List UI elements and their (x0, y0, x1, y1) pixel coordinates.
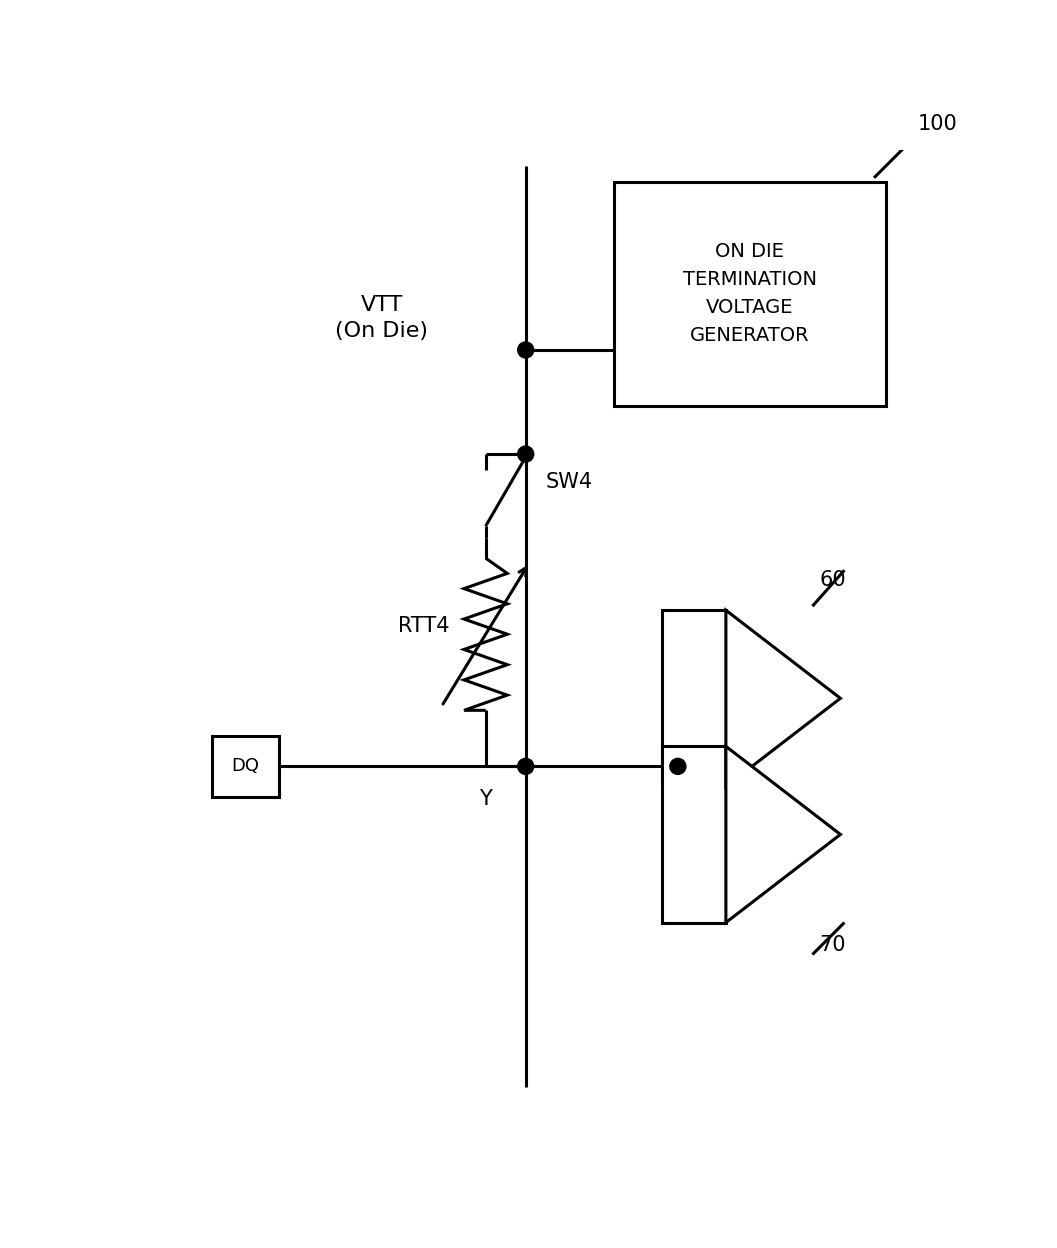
Bar (662, 610, 726, 786)
Circle shape (518, 759, 534, 774)
Bar (211, 736, 279, 796)
Text: 60: 60 (819, 570, 846, 590)
Bar (662, 746, 726, 922)
Text: 100: 100 (919, 114, 958, 134)
Text: RTT4: RTT4 (398, 617, 449, 636)
Circle shape (518, 342, 534, 358)
Circle shape (518, 446, 534, 462)
Polygon shape (726, 746, 840, 922)
Text: Y: Y (479, 789, 493, 809)
Text: VTT
(On Die): VTT (On Die) (335, 295, 428, 341)
Text: DQ: DQ (231, 758, 259, 775)
Circle shape (670, 759, 686, 774)
Bar (614, 182, 886, 406)
Text: SW4: SW4 (545, 472, 593, 492)
Text: 70: 70 (819, 935, 846, 955)
Polygon shape (726, 610, 840, 786)
Text: ON DIE
TERMINATION
VOLTAGE
GENERATOR: ON DIE TERMINATION VOLTAGE GENERATOR (683, 242, 817, 346)
